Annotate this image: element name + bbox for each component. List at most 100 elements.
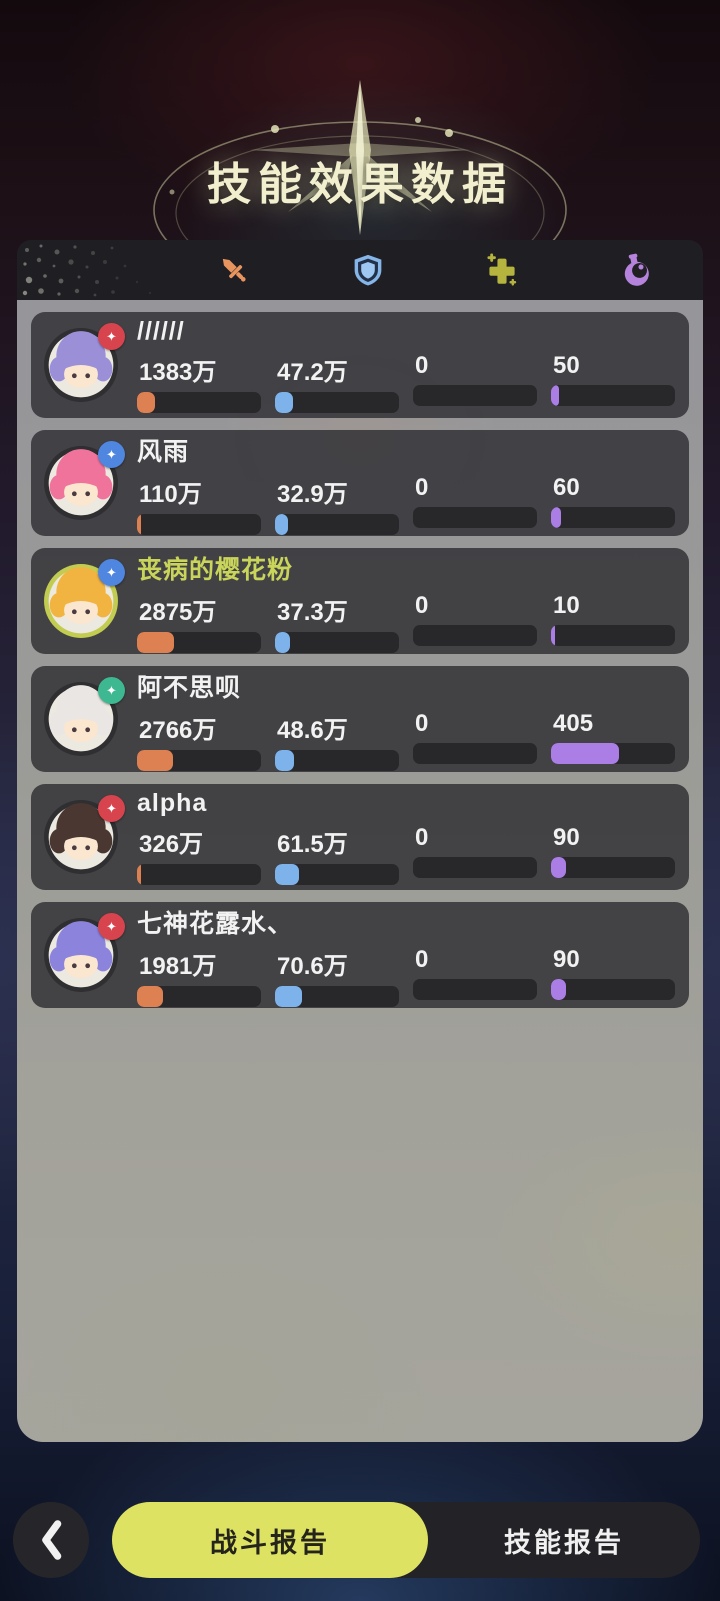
stat-bar-fill (551, 742, 619, 764)
stat-value: 0 (415, 591, 429, 619)
stat-bar-track (413, 506, 537, 528)
stat-bar-track (413, 624, 537, 646)
stat-cell: 110万 (137, 474, 261, 535)
stat-value: 70.6万 (277, 952, 348, 980)
faction-badge-icon: ✦ (98, 677, 125, 704)
player-name: ////// (137, 317, 185, 345)
stat-category-tab-bar (17, 240, 703, 300)
player-name: alpha (137, 789, 208, 817)
stat-grid: 1383万 47.2万 0 50 (137, 352, 675, 413)
stat-bar-track (275, 864, 399, 885)
potion-icon (624, 253, 649, 286)
avatar-portrait-icon (44, 918, 118, 992)
player-row-content: alpha 326万 61.5万 0 90 (137, 789, 675, 885)
avatar-portrait-icon (44, 682, 118, 756)
avatar-portrait-icon (44, 800, 118, 874)
stat-bar-track (551, 978, 675, 1000)
player-name: 阿不思呗 (137, 673, 242, 702)
stat-bar-track (137, 985, 261, 1007)
stat-value: 61.5万 (277, 831, 348, 858)
stat-value: 60 (553, 473, 580, 501)
stat-bar-fill (551, 385, 560, 406)
player-row-content: 风雨 110万 32.9万 0 60 (137, 432, 675, 535)
dots-texture-decoration (22, 244, 152, 297)
stat-value: 110万 (139, 480, 202, 508)
player-row[interactable]: ✦ 阿不思呗 2766万 48.6万 0 405 (31, 666, 689, 772)
stat-cell: 2766万 (137, 710, 261, 771)
stat-value: 2766万 (139, 716, 217, 744)
stat-bar-fill (551, 624, 555, 646)
stat-value: 50 (553, 352, 580, 379)
stat-grid: 110万 32.9万 0 60 (137, 474, 675, 535)
stat-bar-fill (551, 978, 567, 1000)
stat-value: 0 (415, 473, 429, 501)
stat-value: 37.3万 (277, 598, 348, 626)
stat-cell: 47.2万 (275, 352, 399, 413)
tab-heal[interactable] (435, 240, 569, 300)
stat-cell: 10 (551, 592, 675, 653)
player-name: 风雨 (137, 437, 190, 466)
page-title: 技能效果数据 (207, 160, 513, 209)
stat-bar-fill (137, 392, 155, 413)
stat-cell: 61.5万 (275, 824, 399, 885)
stat-cell: 405 (551, 710, 675, 771)
faction-badge-icon: ✦ (98, 323, 125, 350)
stat-bar-track (275, 392, 399, 413)
player-name: 丧病的樱花粉 (137, 555, 294, 584)
stat-bar-track (413, 857, 537, 878)
stat-bar-track (551, 385, 675, 406)
stat-cell: 48.6万 (275, 710, 399, 771)
stat-cell: 0 (413, 710, 537, 771)
player-row[interactable]: ✦ 风雨 110万 32.9万 0 60 (31, 430, 689, 536)
stat-value: 47.2万 (277, 359, 348, 386)
stat-grid: 1981万 70.6万 0 90 (137, 946, 675, 1007)
stat-bar-track (137, 392, 261, 413)
tab-defense[interactable] (301, 240, 435, 300)
tab-potion[interactable] (569, 240, 703, 300)
stat-cell: 0 (413, 592, 537, 653)
stat-cell: 2875万 (137, 592, 261, 653)
stat-grid: 326万 61.5万 0 90 (137, 824, 675, 885)
faction-badge-icon: ✦ (98, 913, 125, 940)
stat-value: 10 (553, 591, 580, 619)
stat-cell: 50 (551, 352, 675, 413)
stat-cell: 326万 (137, 824, 261, 885)
stat-bar-track (275, 513, 399, 535)
report-segmented-control: 战斗报告 技能报告 (112, 1502, 700, 1578)
stat-cell: 37.3万 (275, 592, 399, 653)
stat-value: 0 (415, 709, 429, 737)
stat-value: 1383万 (139, 359, 217, 386)
stat-value: 90 (553, 945, 580, 973)
stat-cell: 90 (551, 946, 675, 1007)
player-row[interactable]: ✦ ////// 1383万 47.2万 0 50 (31, 312, 689, 418)
stat-value: 1981万 (139, 952, 217, 980)
stat-value: 0 (415, 824, 429, 851)
chevron-left-icon (42, 1520, 62, 1560)
stat-bar-fill (137, 985, 163, 1007)
stat-bar-track (137, 749, 261, 771)
stat-bar-fill (275, 749, 294, 771)
player-row[interactable]: ✦ 丧病的樱花粉 2875万 37.3万 0 10 (31, 548, 689, 654)
tab-skill-report[interactable]: 技能报告 (504, 1527, 624, 1558)
stat-bar-track (275, 631, 399, 653)
player-row[interactable]: ✦ 七神花露水、 1981万 70.6万 0 90 (31, 902, 689, 1008)
stat-bar-fill (137, 631, 175, 653)
tab-damage[interactable] (167, 240, 301, 300)
stat-bar-track (275, 985, 399, 1007)
stat-bar-fill (275, 513, 288, 535)
shield-icon (354, 254, 382, 286)
stat-value: 2875万 (139, 598, 217, 626)
stat-bar-track (413, 385, 537, 406)
stat-bar-fill (137, 513, 141, 535)
tab-battle-report[interactable]: 战斗报告 (112, 1502, 428, 1578)
stat-cell: 32.9万 (275, 474, 399, 535)
back-button[interactable] (13, 1502, 89, 1578)
sword-icon (222, 258, 246, 282)
stat-bar-fill (275, 864, 299, 885)
stat-cell: 0 (413, 946, 537, 1007)
stat-bar-track (137, 864, 261, 885)
avatar: ✦ (43, 441, 125, 521)
player-row[interactable]: ✦ alpha 326万 61.5万 0 90 (31, 784, 689, 890)
avatar: ✦ (43, 559, 125, 639)
stat-cell: 1383万 (137, 352, 261, 413)
